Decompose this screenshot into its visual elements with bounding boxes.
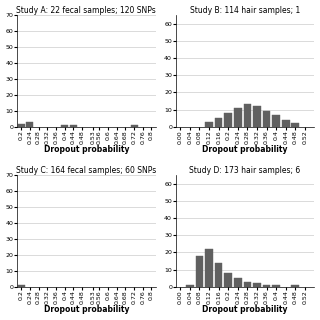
Bar (234, 108, 242, 127)
Bar (215, 263, 222, 287)
Title: Study A: 22 fecal samples; 120 SNPs: Study A: 22 fecal samples; 120 SNPs (17, 5, 156, 14)
Bar (263, 111, 270, 127)
X-axis label: Dropout probability: Dropout probability (202, 306, 288, 315)
X-axis label: Dropout probability: Dropout probability (202, 146, 288, 155)
Bar (215, 118, 222, 127)
Bar (27, 122, 33, 127)
Bar (186, 285, 194, 287)
Bar (70, 125, 77, 127)
Bar (18, 285, 25, 287)
Bar (61, 125, 68, 127)
Bar (282, 120, 290, 127)
Bar (196, 256, 203, 287)
Bar (292, 123, 299, 127)
Bar (18, 124, 25, 127)
Bar (263, 285, 270, 287)
Title: Study B: 114 hair samples; 1: Study B: 114 hair samples; 1 (190, 5, 300, 14)
Bar (292, 285, 299, 287)
Bar (244, 104, 251, 127)
Bar (224, 113, 232, 127)
Bar (272, 115, 280, 127)
Bar (253, 283, 261, 287)
Bar (244, 282, 251, 287)
Bar (205, 249, 213, 287)
Bar (205, 122, 213, 127)
Bar (131, 125, 138, 127)
Bar (253, 106, 261, 127)
Title: Study D: 173 hair samples; 6: Study D: 173 hair samples; 6 (189, 165, 300, 174)
Bar (234, 278, 242, 287)
Title: Study C: 164 fecal samples; 60 SNPs: Study C: 164 fecal samples; 60 SNPs (16, 165, 156, 174)
X-axis label: Dropout probability: Dropout probability (44, 146, 129, 155)
Bar (272, 285, 280, 287)
X-axis label: Dropout probability: Dropout probability (44, 306, 129, 315)
Bar (224, 273, 232, 287)
